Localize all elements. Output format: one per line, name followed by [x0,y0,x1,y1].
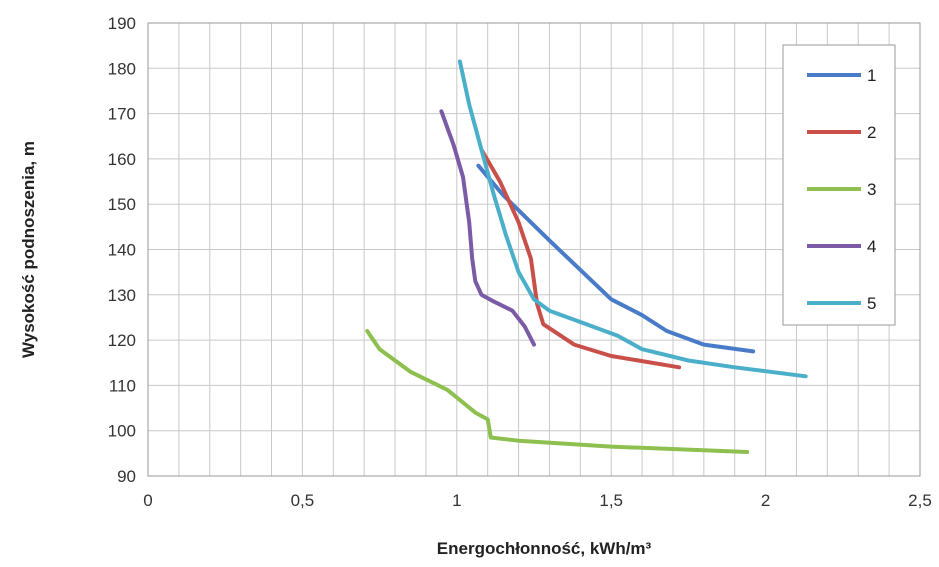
y-tick-label: 120 [108,331,136,350]
y-axis-title: Wysokość podnoszenia, m [19,141,38,358]
y-tick-label: 140 [108,241,136,260]
y-axis-tick-labels: 90 100 110 120 130 140 150 160 170 180 190 [108,14,136,486]
plot-area-border [147,22,921,477]
y-tick-label: 160 [108,150,136,169]
x-axis-title: Energochłonność, kWh/m³ [437,539,652,558]
y-tick-label: 190 [108,14,136,33]
x-tick-label: 1 [452,491,461,510]
y-tick-label: 90 [117,467,136,486]
y-tick-label: 100 [108,422,136,441]
legend-box [782,44,896,326]
x-tick-label: 2,5 [908,491,932,510]
legend-label-5: 5 [867,294,876,313]
series-line-1 [476,163,756,354]
y-tick-label: 130 [108,286,136,305]
legend: 1 2 3 4 5 [782,44,896,326]
series-lines [365,59,808,454]
x-tick-label: 2 [761,491,770,510]
x-tick-label: 0,5 [291,491,315,510]
legend-label-2: 2 [867,123,876,142]
y-tick-label: 180 [108,59,136,78]
x-tick-label: 1,5 [599,491,623,510]
legend-label-1: 1 [867,66,876,85]
series-line-4 [439,109,536,347]
x-axis-tick-labels: 0 0,5 1 1,5 2 2,5 [143,491,932,510]
series-line-5 [457,59,808,379]
y-tick-label: 150 [108,195,136,214]
series-line-3 [365,329,750,454]
y-tick-label: 170 [108,105,136,124]
legend-label-3: 3 [867,180,876,199]
y-tick-label: 110 [109,376,136,395]
legend-label-4: 4 [867,237,876,256]
x-tick-label: 0 [143,491,152,510]
